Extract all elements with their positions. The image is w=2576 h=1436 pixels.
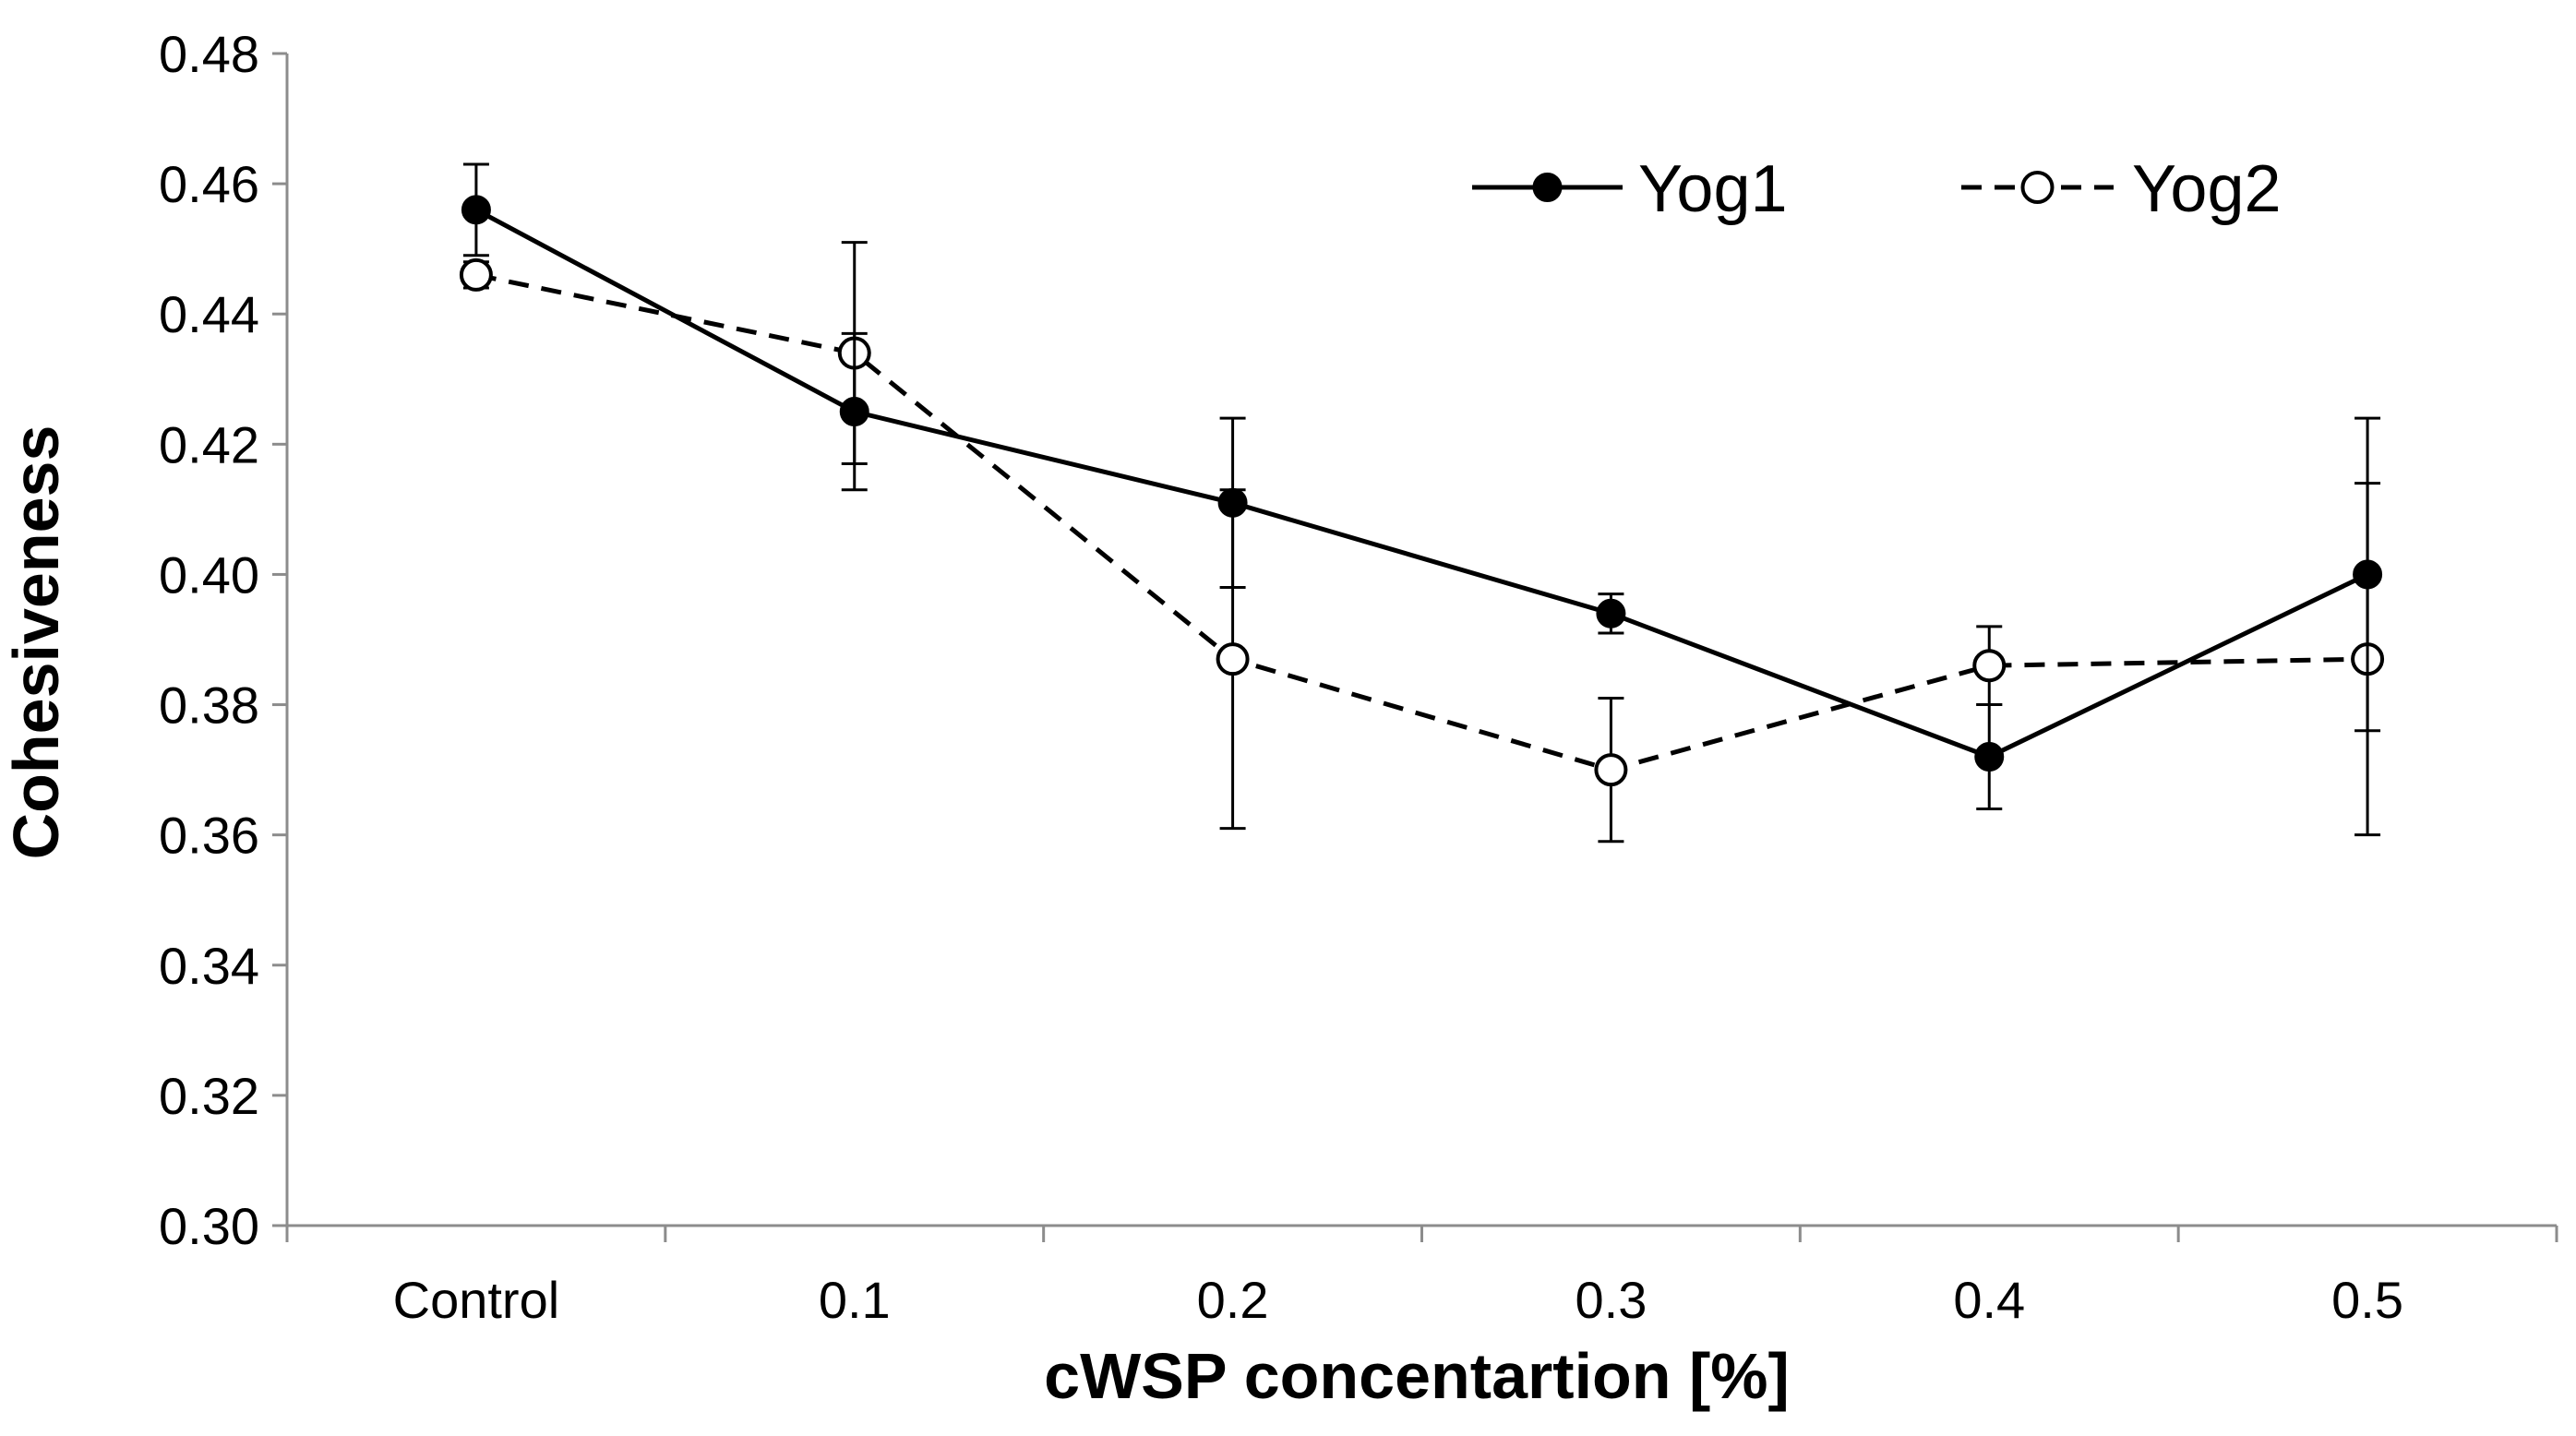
legend-marker	[2020, 171, 2055, 204]
series-yog1	[461, 162, 2383, 810]
legend-marker	[1532, 173, 1563, 202]
y-tick-label: 0.36	[159, 807, 259, 865]
data-point	[1596, 598, 1626, 628]
data-point	[2353, 559, 2383, 590]
x-axis-ticks: Control 0.1 0.2 0.3 0.4 0.5	[285, 1226, 2558, 1329]
y-tick-label: 0.38	[159, 676, 259, 735]
x-tick-label: 0.1	[819, 1271, 891, 1329]
legend: Yog1 Yog2	[1472, 152, 2282, 226]
x-tick-label: 0.4	[1953, 1271, 2025, 1329]
y-tick-label: 0.44	[159, 285, 259, 343]
legend-item-yog1: Yog1	[1472, 152, 1788, 226]
data-point	[1972, 649, 2007, 683]
data-point	[839, 397, 869, 427]
series-yog2	[459, 241, 2385, 844]
data-point	[1594, 753, 1628, 787]
series-line-yog2	[475, 272, 2368, 772]
y-tick-label: 0.46	[159, 155, 259, 213]
legend-label: Yog1	[1638, 152, 1788, 226]
y-tick-label: 0.32	[159, 1067, 259, 1125]
axes	[285, 54, 2557, 1227]
data-point	[459, 257, 493, 292]
y-tick-label: 0.40	[159, 545, 259, 604]
y-tick-label: 0.48	[159, 25, 259, 83]
y-tick-label: 0.34	[159, 937, 259, 995]
x-axis-title: cWSP concentartion [%]	[1044, 1340, 1790, 1412]
data-point	[461, 195, 491, 225]
x-tick-label: Control	[393, 1271, 560, 1329]
x-tick-label: 0.3	[1575, 1271, 1647, 1329]
y-tick-label: 0.42	[159, 415, 259, 473]
y-tick-label: 0.30	[159, 1197, 259, 1255]
x-tick-label: 0.5	[2331, 1271, 2403, 1329]
data-point	[1216, 642, 1250, 676]
y-axis-ticks: 0.30 0.32 0.34 0.36 0.38 0.40 0.42 0.44 0.46 0.48	[159, 25, 287, 1255]
x-tick-label: 0.2	[1197, 1271, 1269, 1329]
series-layer	[459, 162, 2385, 844]
legend-label: Yog2	[2132, 152, 2282, 226]
legend-item-yog2: Yog2	[1961, 152, 2282, 226]
y-axis-title: Cohesiveness	[0, 425, 72, 860]
data-point	[1974, 742, 2005, 772]
series-line-yog1	[474, 208, 2369, 760]
data-point	[1217, 487, 1248, 518]
